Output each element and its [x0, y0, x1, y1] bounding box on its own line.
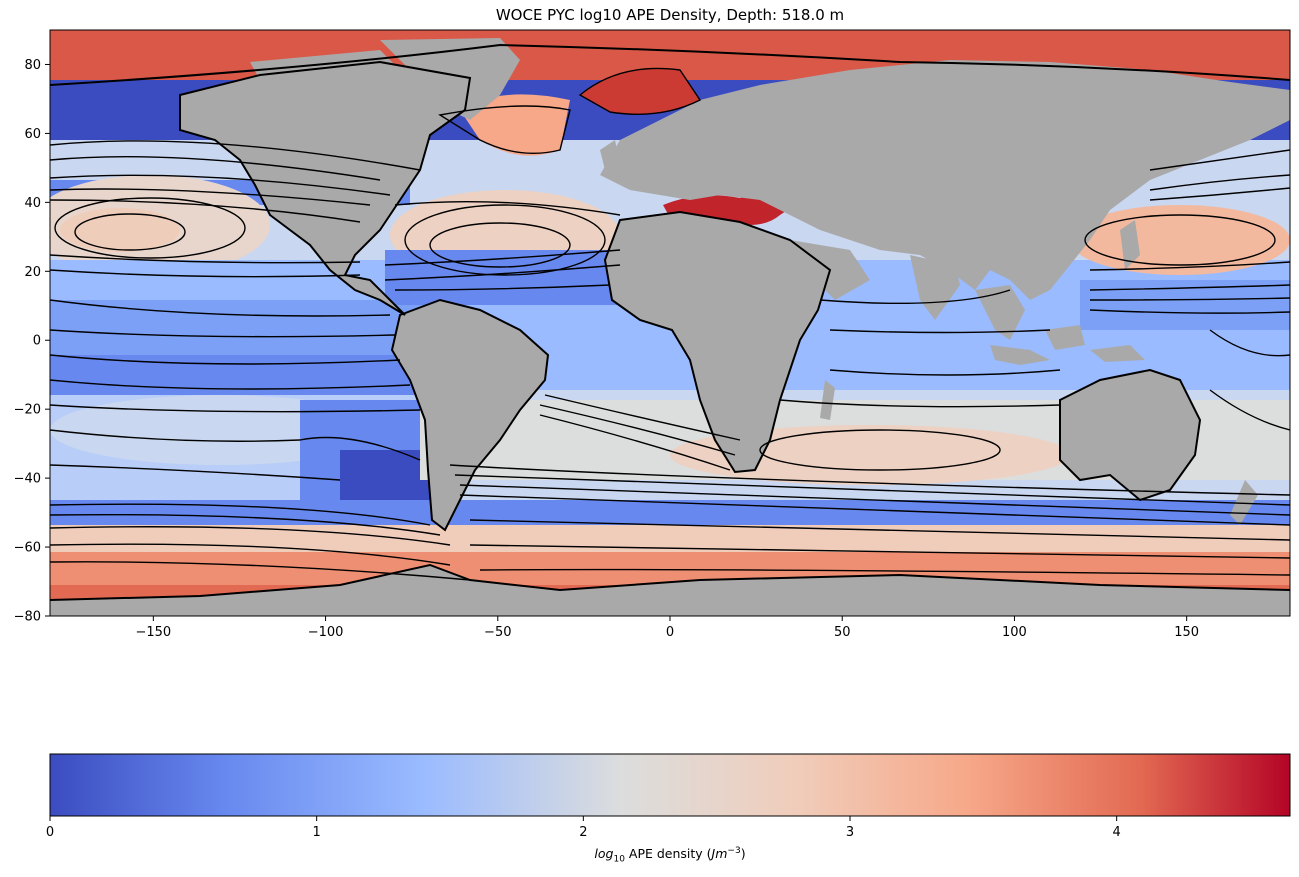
- x-tick-label: 150: [1174, 625, 1199, 640]
- colorbar-label: log10 APE density (Jm−3): [594, 846, 746, 865]
- africa: [605, 212, 830, 472]
- y-tick-label: 20: [24, 265, 41, 280]
- eurasia: [600, 60, 1290, 300]
- land-masses: [50, 38, 1290, 616]
- x-tick-label: 0: [666, 625, 674, 640]
- x-tick-label: −50: [484, 625, 511, 640]
- north-america: [180, 62, 470, 315]
- india: [910, 255, 960, 320]
- colorbar-tick-label: 2: [579, 825, 587, 840]
- y-tick-label: −80: [14, 610, 41, 625]
- y-axis: 80 60 40 20 0 −20 −40 −60 −80: [14, 58, 50, 625]
- y-tick-label: 40: [24, 196, 41, 211]
- colorbar: [49, 753, 1291, 817]
- x-tick-label: 100: [1002, 625, 1027, 640]
- colorbar-tick-label: 1: [313, 825, 321, 840]
- colorbar-tick-label: 0: [46, 825, 54, 840]
- y-tick-label: 60: [24, 127, 41, 142]
- greenland: [380, 38, 520, 120]
- south-america: [392, 300, 548, 530]
- madagascar: [820, 380, 835, 420]
- antarctica: [50, 565, 1290, 616]
- nordic-seas-field: [580, 68, 700, 115]
- y-tick-label: 80: [24, 58, 41, 73]
- y-tick-label: −40: [14, 472, 41, 487]
- colorbar-axis: 0 1 2 3 4: [46, 816, 1121, 840]
- x-tick-label: −150: [135, 625, 171, 640]
- colorbar-tick-label: 4: [1113, 825, 1121, 840]
- x-tick-label: −100: [308, 625, 344, 640]
- contour-lines: [50, 67, 1290, 581]
- x-axis: −150 −100 −50 0 50 100 150: [135, 616, 1199, 640]
- australia: [1060, 370, 1200, 500]
- y-tick-label: 0: [33, 334, 41, 349]
- y-tick-label: −60: [14, 541, 41, 556]
- x-tick-label: 50: [834, 625, 851, 640]
- coastlines: [50, 43, 1290, 601]
- y-tick-label: −20: [14, 403, 41, 418]
- map-title: WOCE PYC log10 APE Density, Depth: 518.0…: [495, 6, 845, 24]
- colorbar-tick-label: 3: [846, 825, 854, 840]
